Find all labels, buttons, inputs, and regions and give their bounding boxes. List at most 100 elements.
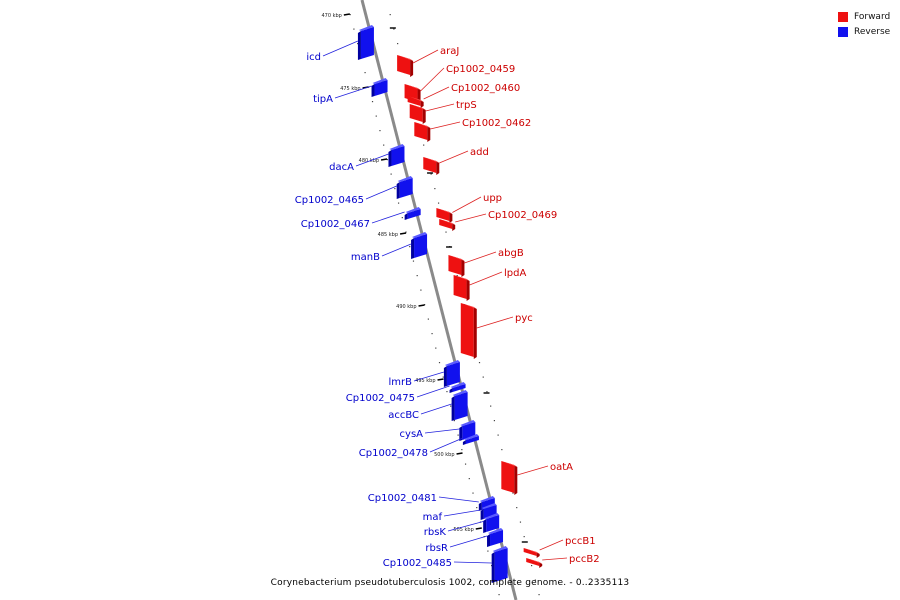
gene-manb[interactable] bbox=[411, 232, 428, 259]
gene-cp1002-0485[interactable] bbox=[491, 546, 508, 583]
gene-label-cp1002-0465[interactable]: Cp1002_0465 bbox=[295, 195, 364, 206]
leader-line bbox=[420, 67, 445, 92]
guide-dot bbox=[498, 594, 500, 596]
gene-daca[interactable] bbox=[388, 144, 405, 167]
gene-tipa[interactable] bbox=[371, 78, 388, 97]
guide-dot bbox=[456, 275, 458, 277]
gene-label-cp1002-0469[interactable]: Cp1002_0469 bbox=[488, 210, 557, 221]
guide-dot bbox=[523, 536, 525, 538]
gene-label-abgb[interactable]: abgB bbox=[498, 248, 524, 259]
gene-cp1002-0478[interactable] bbox=[462, 434, 479, 445]
gene-cp1002-0465[interactable] bbox=[396, 176, 413, 199]
gene-upp[interactable] bbox=[436, 208, 453, 223]
gene-cp1002-0462[interactable] bbox=[414, 122, 431, 142]
leader-line bbox=[438, 496, 479, 503]
guide-dot bbox=[457, 434, 459, 436]
gene-add[interactable] bbox=[423, 157, 440, 175]
leader-line bbox=[365, 185, 397, 200]
leader-line bbox=[423, 86, 450, 100]
legend: Forward Reverse bbox=[838, 9, 890, 39]
gene-label-tipa[interactable]: tipA bbox=[313, 94, 333, 105]
gene-label-rbsk[interactable]: rbsK bbox=[424, 527, 447, 538]
guide-dot bbox=[416, 275, 418, 277]
guide-dot bbox=[353, 28, 355, 30]
gene-label-cp1002-0475[interactable]: Cp1002_0475 bbox=[346, 393, 415, 404]
gene-pccb1[interactable] bbox=[523, 548, 540, 558]
gene-pyc[interactable] bbox=[460, 303, 477, 359]
gene-maf[interactable] bbox=[480, 503, 497, 520]
gene-label-lpda[interactable]: lpdA bbox=[504, 268, 526, 279]
gene-pccb2[interactable] bbox=[526, 558, 543, 568]
guide-dot bbox=[493, 420, 495, 422]
leader-line bbox=[416, 385, 450, 398]
gene-lmrb[interactable] bbox=[443, 360, 460, 387]
gene-label-rbsr[interactable]: rbsR bbox=[425, 543, 448, 554]
gene-cp1002-0460[interactable] bbox=[407, 96, 424, 108]
gene-label-cp1002-0467[interactable]: Cp1002_0467 bbox=[301, 219, 370, 230]
gene-rbsr[interactable] bbox=[487, 528, 504, 547]
gene-label-upp[interactable]: upp bbox=[483, 193, 502, 204]
gene-cp1002-0475[interactable] bbox=[449, 382, 466, 393]
gene-label-cp1002-0459[interactable]: Cp1002_0459 bbox=[446, 64, 515, 75]
gene-araj[interactable] bbox=[397, 55, 414, 77]
gene-rbsk[interactable] bbox=[483, 513, 500, 533]
gene-label-pyc[interactable]: pyc bbox=[515, 313, 533, 324]
gene-label-cp1002-0485[interactable]: Cp1002_0485 bbox=[383, 558, 452, 569]
gene-label-manb[interactable]: manB bbox=[351, 252, 380, 263]
guide-dot bbox=[519, 521, 522, 523]
gene-label-add[interactable]: add bbox=[470, 147, 489, 158]
gene-label-oata[interactable]: oatA bbox=[550, 462, 573, 473]
guide-dot bbox=[453, 420, 455, 422]
gene-label-cp1002-0462[interactable]: Cp1002_0462 bbox=[462, 118, 531, 129]
gene-labels: araJ Cp1002_0459 Cp1002_0460 trpS Cp1002_046… bbox=[295, 40, 600, 569]
reverse-swatch bbox=[838, 26, 848, 37]
guide-dot bbox=[445, 231, 447, 233]
leader-line bbox=[412, 49, 439, 64]
gene-label-trps[interactable]: trpS bbox=[456, 100, 477, 111]
legend-forward[interactable]: Forward bbox=[838, 9, 890, 24]
guide-dot bbox=[420, 289, 422, 291]
guide-dot bbox=[512, 492, 514, 494]
gene-label-daca[interactable]: dacA bbox=[329, 162, 354, 173]
guide-dot bbox=[435, 347, 437, 349]
guide-dot bbox=[538, 594, 540, 596]
gene-accbc[interactable] bbox=[451, 390, 468, 421]
guide-dot bbox=[464, 463, 467, 465]
gene-label-icd[interactable]: icd bbox=[306, 52, 321, 63]
gene-cp1002-0467[interactable] bbox=[404, 207, 421, 220]
guide-dot bbox=[497, 434, 499, 436]
legend-reverse-label: Reverse bbox=[854, 26, 891, 37]
gene-cysa[interactable] bbox=[459, 420, 476, 441]
guide-dot bbox=[468, 478, 470, 480]
gene-label-cp1002-0481[interactable]: Cp1002_0481 bbox=[368, 493, 437, 504]
leader-line bbox=[455, 213, 487, 223]
guide-dot bbox=[501, 449, 503, 451]
gene-label-araj[interactable]: araJ bbox=[440, 46, 459, 57]
guide-dot bbox=[461, 449, 463, 451]
gene-label-lmrb[interactable]: lmrB bbox=[389, 377, 413, 388]
gene-icd[interactable] bbox=[357, 25, 374, 60]
tick-mark bbox=[437, 378, 444, 381]
gene-trps[interactable] bbox=[409, 104, 426, 124]
tick-label: 495 kbp bbox=[415, 378, 435, 384]
tick-mark bbox=[380, 158, 388, 161]
guide-dot bbox=[393, 28, 395, 30]
gene-label-maf[interactable]: maf bbox=[423, 512, 443, 523]
guide-dot bbox=[446, 391, 448, 393]
tick-mark bbox=[475, 527, 482, 530]
gene-label-accbc[interactable]: accBC bbox=[388, 410, 419, 421]
gene-oata[interactable] bbox=[501, 461, 518, 495]
gene-label-cysa[interactable]: cysA bbox=[400, 429, 424, 440]
gene-abgb[interactable] bbox=[448, 255, 465, 277]
gene-lpda[interactable] bbox=[453, 275, 470, 301]
leader-line bbox=[425, 103, 455, 112]
gene-label-cp1002-0478[interactable]: Cp1002_0478 bbox=[359, 448, 428, 459]
legend-reverse[interactable]: Reverse bbox=[838, 24, 890, 39]
gene-label-pccb1[interactable]: pccB1 bbox=[565, 536, 596, 547]
guide-dot bbox=[431, 333, 433, 335]
leader-line bbox=[413, 371, 445, 382]
tick-label: 505 kbp bbox=[453, 527, 473, 533]
gene-label-pccb2[interactable]: pccB2 bbox=[569, 554, 600, 565]
gene-cp1002-0469[interactable] bbox=[439, 219, 456, 231]
gene-label-cp1002-0460[interactable]: Cp1002_0460 bbox=[451, 83, 520, 94]
